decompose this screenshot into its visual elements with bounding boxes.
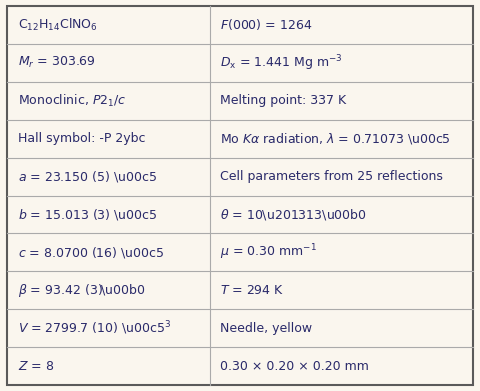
Text: $\mathit{b}$ = 15.013 (3) \u00c5: $\mathit{b}$ = 15.013 (3) \u00c5 — [18, 207, 157, 222]
Text: 0.30 × 0.20 × 0.20 mm: 0.30 × 0.20 × 0.20 mm — [220, 360, 369, 373]
Text: $\mathit{a}$ = 23.150 (5) \u00c5: $\mathit{a}$ = 23.150 (5) \u00c5 — [18, 169, 157, 184]
Text: Hall symbol: -P 2ybc: Hall symbol: -P 2ybc — [18, 132, 145, 145]
Text: Mo $\mathit{K}\alpha$ radiation, $\lambda$ = 0.71073 \u00c5: Mo $\mathit{K}\alpha$ radiation, $\lambd… — [220, 131, 451, 146]
Text: Needle, yellow: Needle, yellow — [220, 322, 312, 335]
Text: $\mathit{T}$ = 294 K: $\mathit{T}$ = 294 K — [220, 284, 284, 297]
Text: Melting point: 337 K: Melting point: 337 K — [220, 94, 347, 107]
Text: $\mu$ = 0.30 mm$^{-1}$: $\mu$ = 0.30 mm$^{-1}$ — [220, 242, 317, 262]
Text: $\mathit{V}$ = 2799.7 (10) \u00c5$^3$: $\mathit{V}$ = 2799.7 (10) \u00c5$^3$ — [18, 319, 171, 337]
Text: $\mathit{M}_r$ = 303.69: $\mathit{M}_r$ = 303.69 — [18, 55, 96, 70]
Text: $\mathit{Z}$ = 8: $\mathit{Z}$ = 8 — [18, 360, 54, 373]
Text: Monoclinic, $\mathit{P}$2$_1$/$\mathit{c}$: Monoclinic, $\mathit{P}$2$_1$/$\mathit{c… — [18, 93, 126, 109]
Text: $\theta$ = 10\u201313\u00b0: $\theta$ = 10\u201313\u00b0 — [220, 207, 367, 222]
Text: $\mathit{c}$ = 8.0700 (16) \u00c5: $\mathit{c}$ = 8.0700 (16) \u00c5 — [18, 245, 164, 260]
Text: $\mathit{D}_\mathrm{x}$ = 1.441 Mg m$^{-3}$: $\mathit{D}_\mathrm{x}$ = 1.441 Mg m$^{-… — [220, 53, 343, 73]
Text: Cell parameters from 25 reflections: Cell parameters from 25 reflections — [220, 170, 443, 183]
Text: C$_{12}$H$_{14}$ClNO$_{6}$: C$_{12}$H$_{14}$ClNO$_{6}$ — [18, 17, 97, 33]
Text: $\mathit{F}$(000) = 1264: $\mathit{F}$(000) = 1264 — [220, 17, 312, 32]
Text: $\beta$ = 93.42 (3)\u00b0: $\beta$ = 93.42 (3)\u00b0 — [18, 282, 145, 299]
